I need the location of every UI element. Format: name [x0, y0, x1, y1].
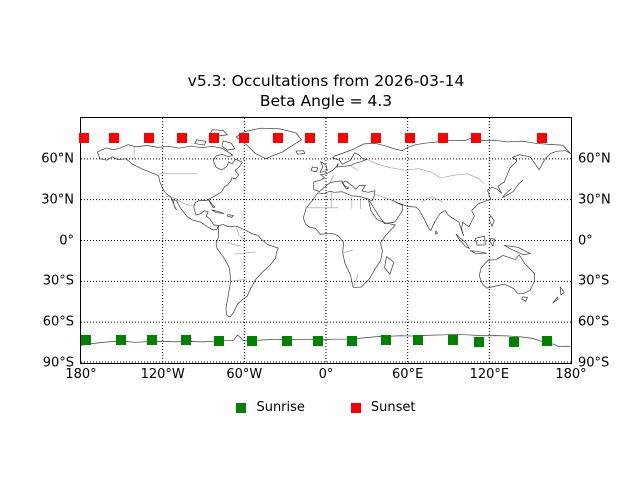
- sunrise-marker: [542, 336, 553, 347]
- coastlines: [81, 128, 571, 347]
- x-tick-label: 120°W: [140, 367, 185, 382]
- sunrise-marker: [313, 336, 324, 347]
- sunrise-marker: [213, 335, 224, 346]
- y-tick-label-right: 30°S: [578, 273, 610, 289]
- y-tick-label-right: 30°N: [578, 192, 611, 208]
- y-tick-label-left: 60°N: [41, 151, 74, 167]
- legend-label: Sunrise: [256, 400, 305, 415]
- sunrise-marker: [346, 336, 357, 347]
- sunrise-marker: [246, 335, 257, 346]
- legend-item-sunrise: Sunrise: [236, 400, 305, 415]
- sunrise-marker: [447, 335, 458, 346]
- y-tick-label-left: 30°N: [41, 192, 74, 208]
- sunrise-marker: [381, 335, 392, 346]
- sunset-marker: [177, 132, 188, 143]
- sunset-marker: [537, 132, 548, 143]
- sunrise-marker: [281, 336, 292, 347]
- y-tick-label-right: 90°S: [578, 355, 610, 371]
- legend-label: Sunset: [370, 400, 416, 415]
- y-tick-label-right: 60°N: [578, 151, 611, 167]
- y-tick-label-right: 60°S: [578, 314, 610, 330]
- sunrise-marker: [115, 335, 126, 346]
- x-tick-label: 180°: [555, 367, 587, 382]
- plot-area: [79, 117, 572, 364]
- y-tick-label-right: 0°: [578, 233, 593, 248]
- title-line-2: Beta Angle = 4.3: [259, 92, 393, 110]
- world-map: [81, 118, 571, 363]
- x-tick-label: 60°W: [226, 367, 263, 382]
- x-tick-label: 180°: [65, 367, 97, 382]
- sunset-marker: [404, 132, 415, 143]
- sunset-marker: [471, 132, 482, 143]
- plot-title: v5.3: Occultations from 2026-03-14 Beta …: [80, 71, 572, 111]
- sunrise-marker: [474, 337, 485, 348]
- y-tick-label-left: 0°: [59, 233, 74, 248]
- y-tick-label-left: 90°S: [42, 355, 74, 371]
- legend-item-sunset: Sunset: [350, 400, 416, 415]
- sunset-marker: [437, 132, 448, 143]
- sunrise-marker: [147, 335, 158, 346]
- sunrise-marker: [509, 337, 520, 348]
- sunset-marker: [238, 132, 249, 143]
- sunset-marker: [208, 132, 219, 143]
- x-tick-label: 0°: [318, 367, 334, 382]
- x-tick-label: 60°E: [392, 367, 424, 382]
- sunrise-marker: [180, 335, 191, 346]
- y-tick-label-left: 60°S: [42, 314, 74, 330]
- sunrise-marker: [412, 335, 423, 346]
- sunrise-swatch-icon: [236, 402, 247, 413]
- sunset-marker: [273, 132, 284, 143]
- sunset-marker: [338, 132, 349, 143]
- sunset-marker: [109, 132, 120, 143]
- sunset-marker: [79, 132, 89, 143]
- sunset-marker: [305, 132, 316, 143]
- country-borders: [134, 147, 484, 287]
- sunset-marker: [144, 132, 155, 143]
- grid-lines: [81, 118, 571, 363]
- sunset-marker: [371, 132, 382, 143]
- y-tick-label-left: 30°S: [42, 273, 74, 289]
- legend: Sunrise Sunset: [80, 400, 572, 415]
- sunset-swatch-icon: [350, 402, 361, 413]
- title-line-1: v5.3: Occultations from 2026-03-14: [187, 72, 465, 90]
- sunrise-marker: [81, 335, 92, 346]
- x-tick-label: 120°E: [469, 367, 510, 382]
